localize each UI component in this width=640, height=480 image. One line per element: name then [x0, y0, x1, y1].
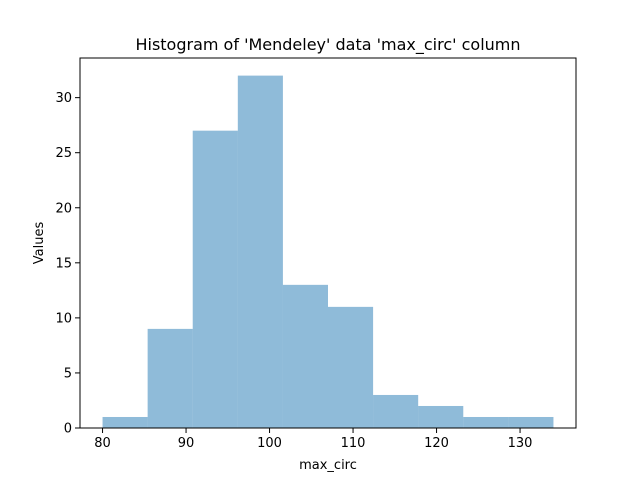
x-tick-label: 100 [257, 436, 282, 451]
x-axis-label: max_circ [299, 458, 357, 473]
y-tick-label: 10 [55, 311, 72, 326]
histogram-bar [373, 394, 419, 428]
x-ticks: 80 90 100 110 120 130 [94, 428, 532, 451]
y-axis-label: Values [32, 222, 47, 265]
histogram-bar [147, 328, 193, 428]
histogram-bar [192, 130, 238, 428]
x-tick-label: 120 [424, 436, 449, 451]
x-tick-label: 130 [508, 436, 533, 451]
histogram-bar [508, 416, 554, 428]
y-ticks: 0 5 10 15 20 25 30 [55, 91, 80, 437]
y-tick-label: 15 [55, 256, 72, 271]
histogram-bar [237, 75, 283, 428]
y-tick-label: 25 [55, 146, 72, 161]
histogram-bar [102, 416, 148, 428]
chart-title: Histogram of 'Mendeley' data 'max_circ' … [135, 35, 520, 55]
histogram-bar [282, 284, 328, 428]
y-tick-label: 20 [55, 201, 72, 216]
y-tick-label: 0 [64, 422, 72, 437]
x-tick-label: 90 [178, 436, 195, 451]
axes-frame [79, 57, 577, 429]
y-tick-label: 5 [64, 366, 72, 381]
histogram-bar [418, 405, 464, 428]
x-tick-label: 80 [94, 436, 111, 451]
histogram-bar [328, 306, 374, 428]
x-tick-label: 110 [341, 436, 366, 451]
y-tick-label: 30 [55, 91, 72, 106]
histogram-bar [463, 416, 509, 428]
bars-layer [102, 75, 554, 428]
